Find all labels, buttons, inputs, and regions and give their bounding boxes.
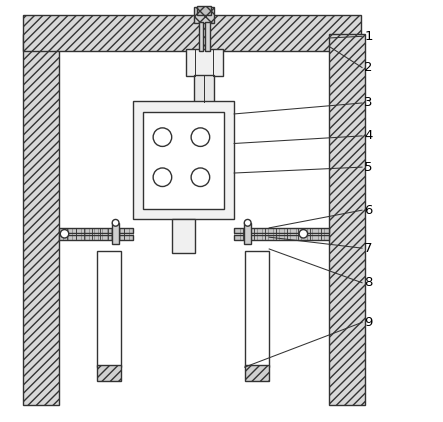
Circle shape — [153, 128, 172, 146]
Circle shape — [244, 219, 251, 226]
Bar — [329, 34, 365, 405]
Bar — [194, 75, 214, 102]
Text: 9: 9 — [364, 316, 373, 329]
Bar — [198, 6, 211, 15]
Bar — [206, 22, 210, 51]
Text: 7: 7 — [364, 242, 373, 254]
Bar — [23, 15, 361, 51]
Bar — [186, 49, 223, 76]
Text: 5: 5 — [364, 161, 373, 173]
Bar — [194, 7, 214, 23]
Text: 3: 3 — [364, 97, 373, 109]
Bar — [97, 365, 121, 381]
Circle shape — [299, 230, 307, 238]
Circle shape — [60, 230, 69, 238]
Bar — [59, 228, 133, 233]
Text: 8: 8 — [364, 276, 373, 289]
Bar — [245, 251, 269, 367]
Bar — [245, 365, 269, 381]
Text: 1: 1 — [364, 30, 373, 43]
Bar — [59, 235, 133, 240]
Bar — [97, 251, 121, 367]
Circle shape — [191, 168, 210, 187]
Circle shape — [191, 128, 210, 146]
Bar — [23, 34, 59, 405]
Text: 2: 2 — [364, 61, 373, 74]
Bar — [172, 219, 195, 253]
Bar — [234, 228, 329, 233]
Bar — [144, 112, 224, 209]
Text: 6: 6 — [364, 204, 373, 216]
Bar — [133, 101, 234, 219]
Bar — [234, 235, 329, 240]
Circle shape — [153, 168, 172, 187]
Circle shape — [112, 219, 119, 226]
Text: 4: 4 — [364, 130, 373, 142]
Bar — [112, 223, 119, 244]
Bar — [199, 22, 203, 51]
Bar — [244, 223, 252, 244]
